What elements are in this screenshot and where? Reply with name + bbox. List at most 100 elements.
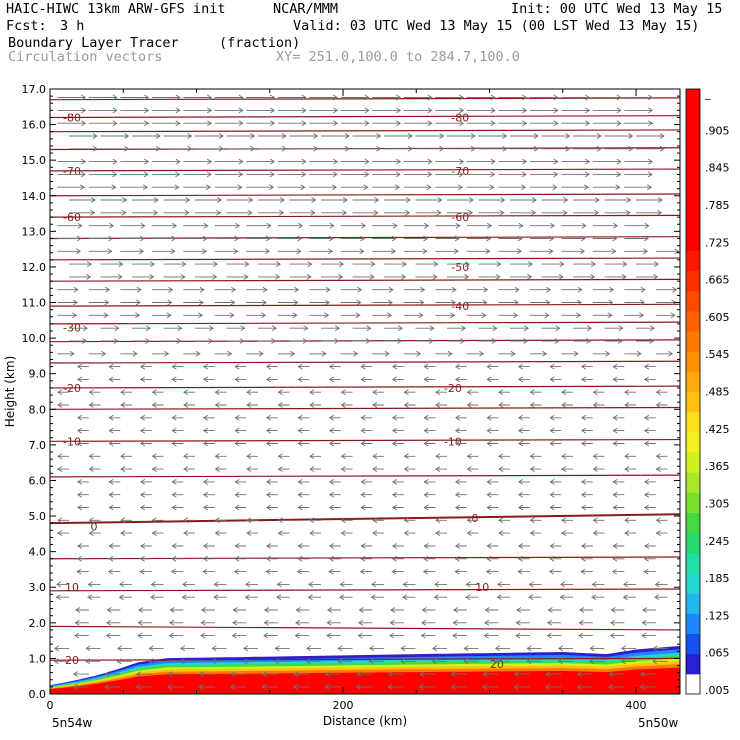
vector-arrow xyxy=(573,209,600,216)
vector-arrow xyxy=(85,658,101,665)
vector-arrow xyxy=(604,261,628,267)
vector-arrow xyxy=(466,312,487,319)
vector-arrow xyxy=(305,658,321,665)
vector-arrow xyxy=(171,363,184,370)
vector-arrow xyxy=(108,376,121,383)
vector-arrow xyxy=(321,338,340,344)
vector-arrow xyxy=(372,120,402,127)
vector-arrow xyxy=(167,671,184,677)
vector-arrow xyxy=(53,658,69,665)
vector-arrow xyxy=(246,94,276,101)
vector-arrow xyxy=(580,491,593,498)
vector-arrow xyxy=(234,440,247,447)
circulation-vectors xyxy=(53,94,680,690)
vector-arrow xyxy=(213,594,227,601)
vector-arrow xyxy=(423,504,436,511)
contour-line-2 xyxy=(49,129,681,133)
vector-arrow xyxy=(76,504,89,511)
vector-arrow xyxy=(529,286,552,293)
vector-arrow xyxy=(57,286,79,293)
vector-arrow xyxy=(198,671,215,677)
vector-arrow xyxy=(529,350,548,357)
vector-arrow xyxy=(498,389,510,396)
vector-arrow xyxy=(88,286,111,293)
vector-label: Circulation vectors xyxy=(8,49,163,65)
vector-arrow xyxy=(337,658,353,665)
vector-arrow xyxy=(454,479,467,485)
vector-arrow xyxy=(400,645,416,652)
vector-arrow xyxy=(636,338,655,344)
vector-arrow xyxy=(624,222,650,229)
vector-arrow xyxy=(415,133,445,139)
vector-arrow xyxy=(229,684,247,690)
vector-arrow xyxy=(277,517,290,524)
vector-arrow xyxy=(195,338,214,344)
colorbar-swatch xyxy=(686,109,700,130)
vector-arrow xyxy=(643,491,656,498)
vector-arrow xyxy=(339,594,353,601)
vector-arrow xyxy=(289,325,309,332)
vector-arrow xyxy=(100,209,127,216)
vector-arrow xyxy=(529,222,556,229)
vector-arrow xyxy=(337,645,353,652)
colorbar-label: .665 xyxy=(705,274,730,287)
vector-arrow xyxy=(57,453,69,460)
vector-arrow xyxy=(265,555,278,562)
vector-arrow xyxy=(202,555,215,562)
vector-arrow xyxy=(246,235,271,242)
field-units: (fraction) xyxy=(219,35,301,51)
vector-arrow xyxy=(246,530,258,536)
vector-arrow xyxy=(214,350,233,357)
vector-arrow xyxy=(611,568,625,575)
vector-arrow xyxy=(384,325,404,332)
vector-arrow xyxy=(76,543,89,549)
vector-arrow xyxy=(435,94,465,101)
vector-arrow xyxy=(211,645,227,652)
vector-arrow xyxy=(592,389,605,396)
vector-arrow xyxy=(309,94,339,101)
vector-arrow xyxy=(481,684,499,690)
vector-arrow xyxy=(352,209,379,216)
vector-arrow xyxy=(214,107,244,114)
vector-arrow xyxy=(466,248,491,255)
contour-label-13: 0 xyxy=(90,521,97,534)
vector-arrow xyxy=(151,466,164,472)
vector-arrow xyxy=(541,209,568,216)
vector-arrow xyxy=(403,107,433,114)
vector-arrow xyxy=(498,402,510,408)
vector-arrow xyxy=(202,479,215,485)
vector-arrow xyxy=(139,479,152,485)
vector-arrow xyxy=(120,171,149,178)
vector-arrow xyxy=(340,235,366,242)
vector-arrow xyxy=(557,658,573,665)
vector-arrow xyxy=(297,491,310,498)
vector-arrow xyxy=(370,594,384,601)
vector-arrow xyxy=(57,299,78,306)
vector-arrow xyxy=(106,619,121,626)
vector-arrow xyxy=(234,491,247,498)
contour-label-11: -10 xyxy=(63,435,81,448)
vector-arrow xyxy=(202,376,215,383)
vector-arrow xyxy=(116,645,132,652)
vector-arrow xyxy=(435,517,447,524)
vector-arrow xyxy=(55,594,69,601)
vector-arrow xyxy=(289,197,317,203)
vector-arrow xyxy=(510,209,537,216)
vector-arrow xyxy=(610,607,625,613)
vector-arrow xyxy=(591,581,605,588)
vector-arrow xyxy=(277,184,306,191)
vector-arrow xyxy=(120,453,132,460)
vector-arrow xyxy=(246,184,275,191)
vector-arrow xyxy=(466,120,496,127)
vector-arrow xyxy=(88,299,110,306)
vector-arrow xyxy=(498,171,527,178)
x-axis-label: Distance (km) xyxy=(323,714,407,728)
vector-arrow xyxy=(639,671,656,677)
vector-arrow xyxy=(403,517,416,524)
vector-arrow xyxy=(529,107,559,114)
vector-arrow xyxy=(246,120,276,127)
contour-label-5: -60 xyxy=(451,211,469,224)
vector-arrow xyxy=(434,581,447,588)
vector-arrow xyxy=(137,619,152,626)
vector-arrow xyxy=(510,274,533,280)
